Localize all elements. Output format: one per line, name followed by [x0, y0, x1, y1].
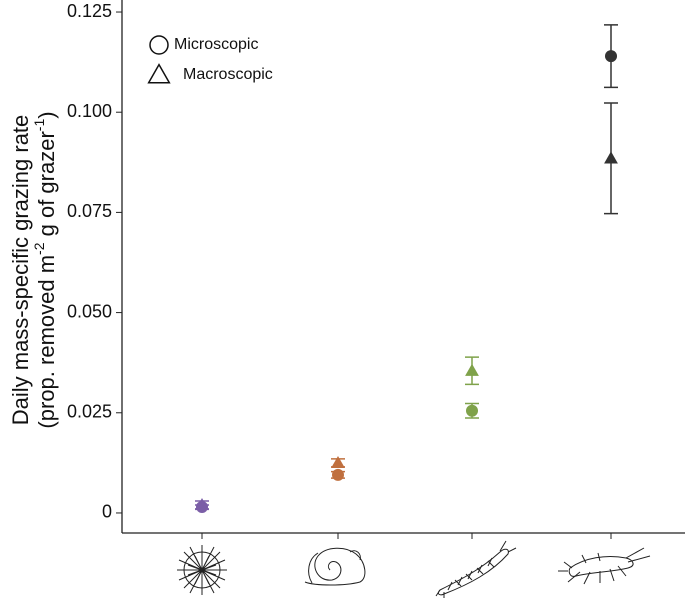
x-ticks — [201, 533, 612, 539]
y-label: Daily mass-specific grazing rate (prop. … — [8, 111, 59, 428]
y-tick-label: 0.125 — [67, 1, 112, 21]
amphipod-icon — [558, 547, 651, 585]
isopod-icon — [435, 540, 517, 598]
point-triangle — [604, 151, 618, 164]
superscript: -2 — [31, 242, 47, 255]
y-tick-label: 0.100 — [67, 101, 112, 121]
point-triangle — [465, 363, 479, 376]
y-tick-label: 0.075 — [67, 201, 112, 221]
y-label-line2: (prop. removed m-2 g of grazer-1) — [31, 111, 59, 428]
superscript: -1 — [31, 119, 47, 132]
point-circle — [605, 50, 617, 63]
snail-icon — [304, 547, 366, 586]
label-part: (prop. removed m — [34, 255, 59, 429]
label-part: g of grazer — [34, 131, 59, 242]
point-triangle — [147, 63, 171, 84]
y-tick-label: 0.050 — [67, 301, 112, 321]
point-triangle — [331, 455, 345, 469]
legend-label: Microscopic — [174, 36, 258, 53]
y-tick-label: 0 — [102, 502, 112, 522]
point-circle — [149, 35, 169, 55]
y-tick-label: 0.025 — [67, 402, 112, 422]
y-label-line1: Daily mass-specific grazing rate — [8, 115, 33, 426]
point-circle — [332, 468, 344, 481]
legend-label: Macroscopic — [183, 66, 273, 83]
urchin-icon — [177, 545, 227, 595]
point-triangle — [195, 498, 209, 511]
label-part: ) — [34, 111, 59, 118]
point-circle — [466, 404, 478, 417]
